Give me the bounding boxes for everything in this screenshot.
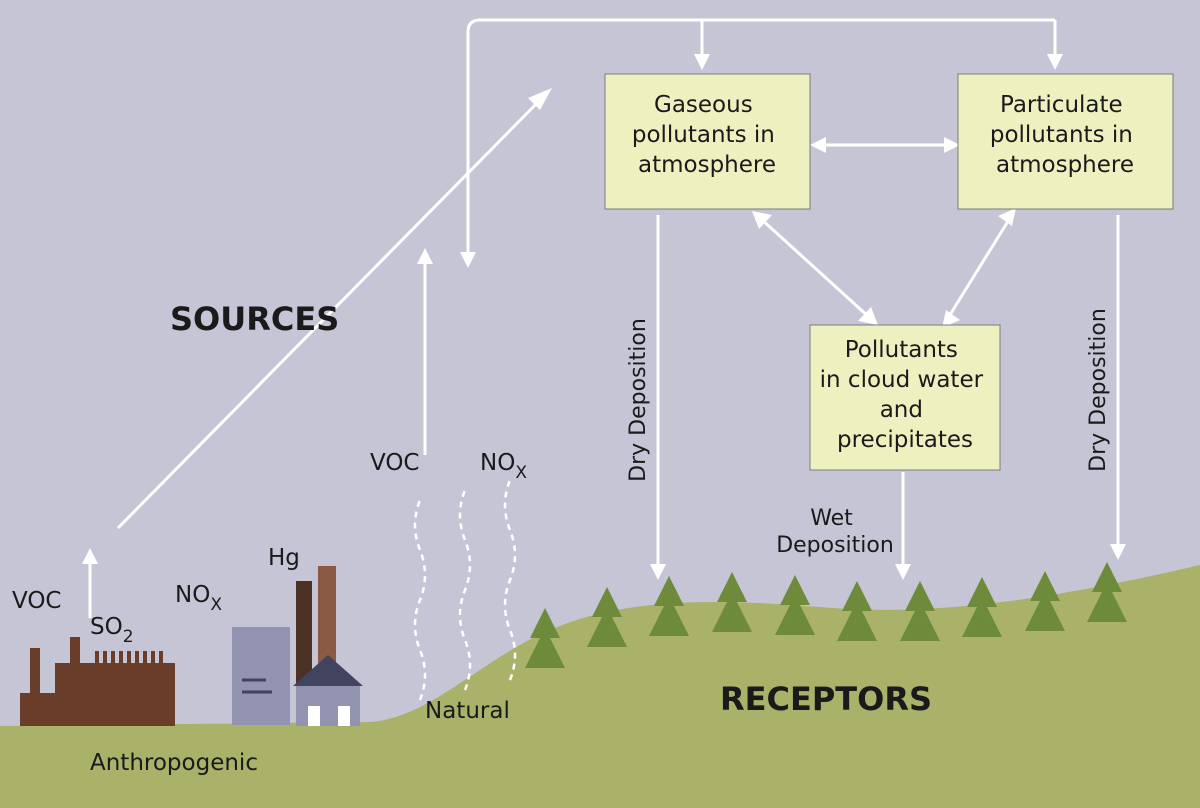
anthropogenic-label: Anthropogenic	[90, 750, 258, 776]
gaseous-text: Gaseous pollutants in atmosphere	[632, 92, 782, 178]
dry-dep-right: Dry Deposition	[1086, 308, 1111, 472]
particulate-text: Particulate pollutants in atmosphere	[990, 92, 1140, 178]
natural-label: Natural	[425, 698, 510, 724]
dry-dep-left: Dry Deposition	[626, 318, 651, 482]
voc-label: VOC	[12, 588, 62, 614]
voc-label-2: VOC	[370, 450, 420, 476]
receptors-title: RECEPTORS	[720, 680, 932, 718]
deposition-diagram: Gaseous pollutants in atmosphere Particu…	[0, 0, 1200, 808]
sources-title: SOURCES	[170, 300, 339, 338]
hg-label: Hg	[268, 545, 300, 571]
